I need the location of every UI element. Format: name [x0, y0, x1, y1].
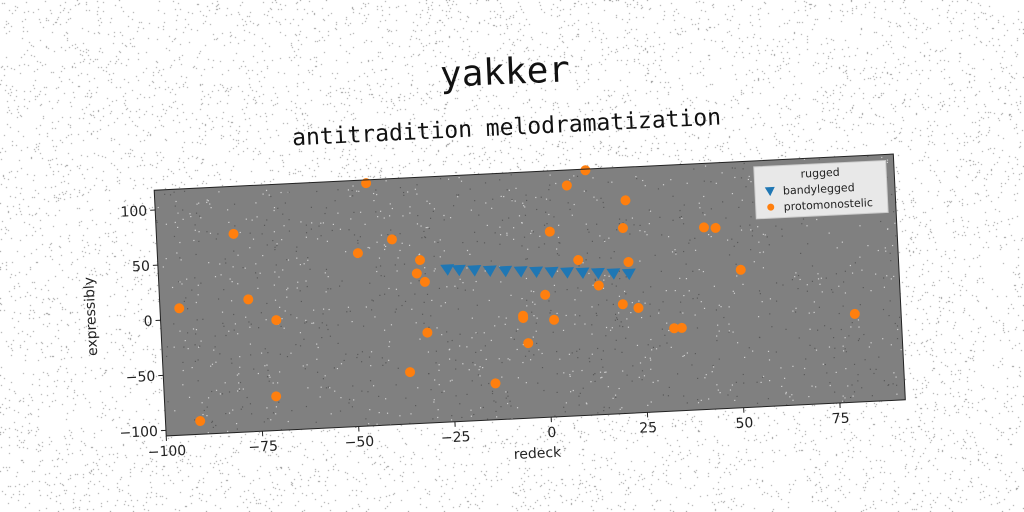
- y-tick-label: −50: [125, 369, 155, 386]
- protomonostelic-marker: [573, 255, 584, 266]
- series-layer: [174, 165, 860, 427]
- protomonostelic-marker: [698, 222, 709, 233]
- axis-layer: −100 −75 −50 −25 0 25 50 75 −100 −50 0 50 100: [119, 153, 906, 461]
- protomonostelic-marker: [411, 268, 422, 279]
- bandylegged-marker: [513, 266, 528, 278]
- bandylegged-marker: [560, 267, 574, 279]
- x-tick-label: 75: [831, 411, 850, 428]
- x-tick-label: −75: [248, 438, 278, 455]
- legend-entry-protomonostelic: protomonostelic: [783, 196, 873, 213]
- bandylegged-marker: [544, 266, 559, 279]
- legend-title: rugged: [800, 166, 840, 181]
- axes-frame: [153, 153, 906, 437]
- protomonostelic-marker: [523, 338, 534, 349]
- y-tick-label: 100: [120, 203, 147, 220]
- protomonostelic-marker: [490, 378, 501, 389]
- y-tick-label: 50: [132, 259, 151, 276]
- protomonostelic-marker: [174, 303, 185, 314]
- legend-entry-bandylegged: bandylegged: [783, 181, 855, 197]
- bandylegged-marker: [529, 266, 544, 278]
- protomonostelic-marker: [735, 264, 746, 275]
- legend: rugged bandylegged protomonostelic: [753, 159, 889, 220]
- protomonostelic-marker: [620, 195, 631, 206]
- x-tick-label: 50: [735, 415, 754, 432]
- protomonostelic-marker: [544, 226, 555, 237]
- protomonostelic-marker: [243, 294, 254, 305]
- protomonostelic-marker: [617, 299, 628, 310]
- protomonostelic-marker: [849, 308, 860, 319]
- protomonostelic-marker: [518, 310, 529, 321]
- protomonostelic-marker: [195, 416, 206, 427]
- protomonostelic-marker: [405, 367, 416, 378]
- bandylegged-marker: [467, 265, 482, 277]
- x-tick-label: 25: [639, 420, 658, 437]
- protomonostelic-marker: [361, 178, 372, 189]
- protomonostelic-marker: [422, 327, 433, 338]
- x-axis-label: redeck: [513, 445, 562, 463]
- protomonostelic-marker: [561, 180, 572, 191]
- bandylegged-marker: [440, 264, 455, 276]
- protomonostelic-marker: [386, 234, 397, 245]
- bandylegged-marker: [621, 268, 636, 281]
- protomonostelic-marker: [633, 302, 644, 313]
- y-tick-label: −100: [119, 424, 158, 442]
- bandylegged-marker: [482, 265, 497, 277]
- y-tick-label: 0: [143, 314, 153, 330]
- protomonostelic-marker: [710, 222, 721, 233]
- protomonostelic-marker: [271, 391, 282, 402]
- bandylegged-marker: [575, 267, 590, 280]
- y-axis-label: expressibly: [81, 277, 101, 357]
- protomonostelic-marker: [415, 255, 426, 266]
- protomonostelic-marker: [549, 314, 560, 325]
- protomonostelic-marker: [271, 315, 282, 326]
- protomonostelic-marker: [580, 165, 591, 176]
- bandylegged-marker: [498, 265, 513, 278]
- legend-marker-bandylegged: [764, 186, 775, 197]
- bandylegged-marker: [590, 267, 605, 280]
- legend-marker-protomonostelic: [767, 203, 775, 211]
- bandylegged-marker: [451, 264, 466, 277]
- legend-box: [753, 159, 889, 220]
- protomonostelic-marker: [352, 248, 363, 259]
- bandylegged-marker: [606, 268, 621, 280]
- x-tick-label: 0: [547, 425, 557, 441]
- x-tick-label: −100: [147, 443, 186, 461]
- figure-suptitle: yakker: [439, 49, 571, 96]
- chart-title: antitradition melodramatization: [292, 104, 722, 151]
- protomonostelic-marker: [669, 323, 680, 334]
- protomonostelic-marker: [593, 280, 604, 291]
- protomonostelic-marker: [228, 228, 239, 239]
- protomonostelic-marker: [676, 322, 687, 333]
- protomonostelic-marker: [617, 223, 628, 234]
- x-tick-label: −25: [441, 429, 471, 446]
- protomonostelic-marker: [540, 289, 551, 300]
- protomonostelic-marker: [623, 257, 634, 268]
- axes: antitradition melodramatization −100 −75−…: [81, 104, 906, 463]
- protomonostelic-marker: [419, 276, 430, 287]
- x-tick-label: −50: [344, 434, 374, 451]
